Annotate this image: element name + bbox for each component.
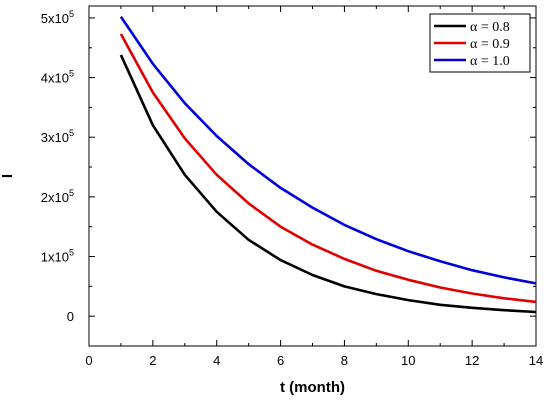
y-tick-label: 3x105	[41, 128, 74, 145]
x-tick-label: 10	[401, 353, 415, 368]
series-line	[119, 54, 537, 314]
series-line	[119, 15, 537, 285]
legend: α = 0.8 α = 0.9 α = 1.0	[429, 13, 531, 73]
axis-ticks	[88, 6, 537, 347]
x-tick-label: 14	[529, 353, 543, 368]
y-axis-title: I	[0, 174, 16, 178]
y-tick-label: 5x105	[41, 9, 74, 26]
legend-label: α = 0.9	[470, 37, 510, 52]
legend-label: α = 0.8	[470, 20, 510, 35]
y-tick-label: 2x105	[41, 188, 74, 205]
x-tick-label: 6	[277, 353, 284, 368]
x-tick-label: 2	[149, 353, 156, 368]
x-tick-label: 8	[341, 353, 348, 368]
tick-labels: 0 2 4 6 8 10 12 14 0 1x105 2x105 3x105 4x105 5x105	[41, 9, 543, 368]
legend-label: α = 1.0	[470, 54, 510, 69]
series-lines	[119, 15, 537, 314]
series-line	[119, 33, 537, 304]
x-tick-label: 0	[85, 353, 92, 368]
x-tick-label: 12	[465, 353, 479, 368]
y-tick-label: 0	[67, 309, 74, 324]
y-tick-label: 4x105	[41, 69, 74, 86]
x-tick-label: 4	[213, 353, 220, 368]
x-axis-title: t (month)	[280, 379, 345, 396]
y-tick-label: 1x105	[41, 248, 74, 265]
